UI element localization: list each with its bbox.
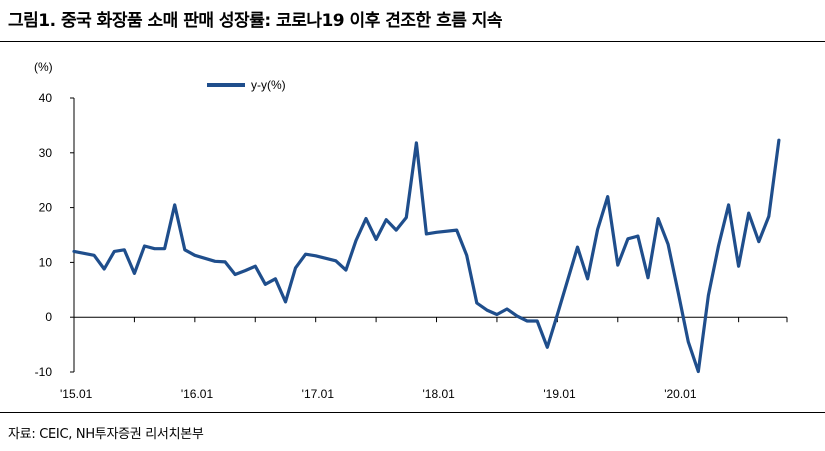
legend-label: y-y(%) — [251, 78, 286, 92]
chart-title: 그림1. 중국 화장품 소매 판매 성장률: 코로나19 이후 견조한 흐름 지… — [8, 11, 503, 31]
y-tick-label: 20 — [39, 201, 53, 215]
y-axis-unit-label: (%) — [34, 60, 53, 74]
x-tick-label: '17.01 — [302, 387, 335, 401]
y-tick-label: 30 — [39, 146, 53, 160]
y-tick-label: 40 — [39, 91, 53, 105]
x-tick-label: '15.01 — [60, 387, 93, 401]
y-tick-label: 0 — [45, 310, 52, 324]
y-tick-label: 10 — [39, 255, 53, 269]
x-tick-label: '16.01 — [181, 387, 214, 401]
title-divider — [0, 41, 825, 42]
series-line-y-y — [72, 138, 781, 374]
y-tick-label: -10 — [35, 365, 53, 379]
x-tick-label: '18.01 — [423, 387, 456, 401]
x-tick-label: '19.01 — [543, 387, 576, 401]
x-tick-label: '20.01 — [664, 387, 697, 401]
footer-divider — [0, 412, 825, 413]
legend: y-y(%) — [207, 78, 286, 92]
source-note: 자료: CEIC, NH투자증권 리서치본부 — [8, 427, 204, 442]
